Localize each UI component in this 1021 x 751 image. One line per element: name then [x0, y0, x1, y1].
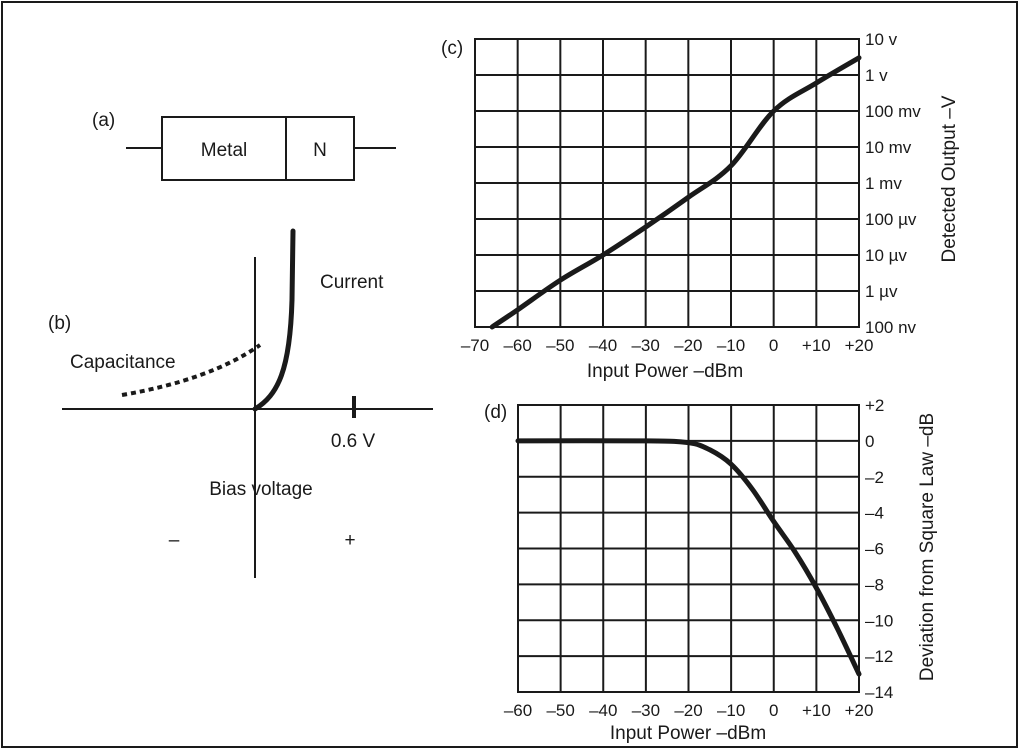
x-tick-label: –40	[589, 701, 617, 720]
chart-d-grid	[517, 404, 860, 693]
panel-a-tag: (a)	[92, 110, 115, 131]
x-tick-label: +10	[802, 701, 831, 720]
x-tick-label: –10	[717, 701, 745, 720]
positive-sign: +	[344, 530, 355, 551]
capacitance-label: Capacitance	[70, 352, 176, 373]
x-tick-label: 0	[769, 336, 778, 355]
y-tick-label: –6	[865, 540, 884, 559]
y-tick-label: 10 mv	[865, 138, 912, 157]
y-tick-label: 10 µv	[865, 246, 907, 265]
y-tick-label: 1 v	[865, 66, 888, 85]
x-tick-label: –50	[546, 336, 574, 355]
chart-d-ylabel: Deviation from Square Law –dB	[917, 413, 938, 681]
panel-b: (b) Current Capacitance 0.6 V Bias volta…	[48, 228, 433, 578]
x-tick-label: –30	[631, 336, 659, 355]
y-tick-label: 1 µv	[865, 282, 898, 301]
x-tick-label: –10	[717, 336, 745, 355]
chart-d-x-ticks: –60 –50 –40 –30 –20 –10 0 +10 +20	[504, 701, 874, 720]
x-tick-label: –60	[504, 701, 532, 720]
y-tick-label: 100 mv	[865, 102, 921, 121]
x-tick-label: –60	[503, 336, 531, 355]
chart-c-xlabel: Input Power –dBm	[587, 361, 743, 382]
x-tick-label: –40	[589, 336, 617, 355]
chart-d: (d) –60 –50 –40 –30 –20 –10 0 +10 +20 +20–2–4–6–…	[484, 396, 938, 744]
chart-c-ylabel: Detected Output –V	[939, 95, 960, 262]
y-tick-label: –2	[865, 468, 884, 487]
y-tick-label: –12	[865, 647, 893, 666]
n-label: N	[313, 140, 327, 161]
y-tick-label: –4	[865, 504, 884, 523]
y-tick-label: 100 nv	[865, 318, 917, 337]
capacitance-curve	[121, 343, 262, 397]
chart-d-frame	[517, 404, 860, 693]
y-tick-label: 1 mv	[865, 174, 902, 193]
chart-c-y-ticks: 100 nv 1 µv 10 µv 100 µv 1 mv 10 mv 100 mv 1 v 1…	[865, 30, 921, 337]
negative-sign: –	[169, 530, 180, 551]
x-tick-label: –70	[461, 336, 489, 355]
y-tick-label: –14	[865, 683, 893, 702]
chart-d-y-ticks: +2 0 –2 –4 –6 –8 –10 –12 –14	[865, 396, 893, 702]
y-tick-label: 10 v	[865, 30, 898, 49]
y-tick-label: –8	[865, 575, 884, 594]
x-tick-label: +10	[802, 336, 831, 355]
chart-c-series-line	[489, 55, 862, 330]
metal-label: Metal	[201, 140, 247, 161]
x-tick-label: +20	[845, 701, 874, 720]
chart-d-series-line	[515, 438, 862, 677]
x-tick-label: –50	[546, 701, 574, 720]
x-tick-label: –20	[674, 701, 702, 720]
current-label: Current	[320, 272, 384, 293]
x-tick-label: –20	[674, 336, 702, 355]
panel-b-tag: (b)	[48, 313, 71, 334]
chart-c-grid	[474, 38, 860, 328]
x-tick-label: +20	[845, 336, 874, 355]
y-tick-label: 0	[865, 432, 874, 451]
current-curve	[252, 228, 296, 412]
chart-c-x-ticks: –70 –60 –50 –40 –30 –20 –10 0 +10 +20	[461, 336, 874, 355]
y-tick-label: +2	[865, 396, 884, 415]
voltage-mark-label: 0.6 V	[331, 431, 376, 452]
y-tick-label: 100 µv	[865, 210, 917, 229]
panel-d-tag: (d)	[484, 402, 507, 423]
panel-c-tag: (c)	[441, 38, 463, 59]
chart-d-xlabel: Input Power –dBm	[610, 723, 766, 744]
panel-a: (a) Metal N	[92, 110, 396, 181]
y-tick-label: –10	[865, 611, 893, 630]
chart-c-frame	[474, 38, 860, 328]
x-tick-label: –30	[632, 701, 660, 720]
chart-c: (c) –70 –60 –50 –40 –30 –20 –10 0 +10 +20 100 nv1…	[441, 30, 960, 382]
bias-voltage-label: Bias voltage	[209, 479, 313, 500]
x-tick-label: 0	[769, 701, 778, 720]
